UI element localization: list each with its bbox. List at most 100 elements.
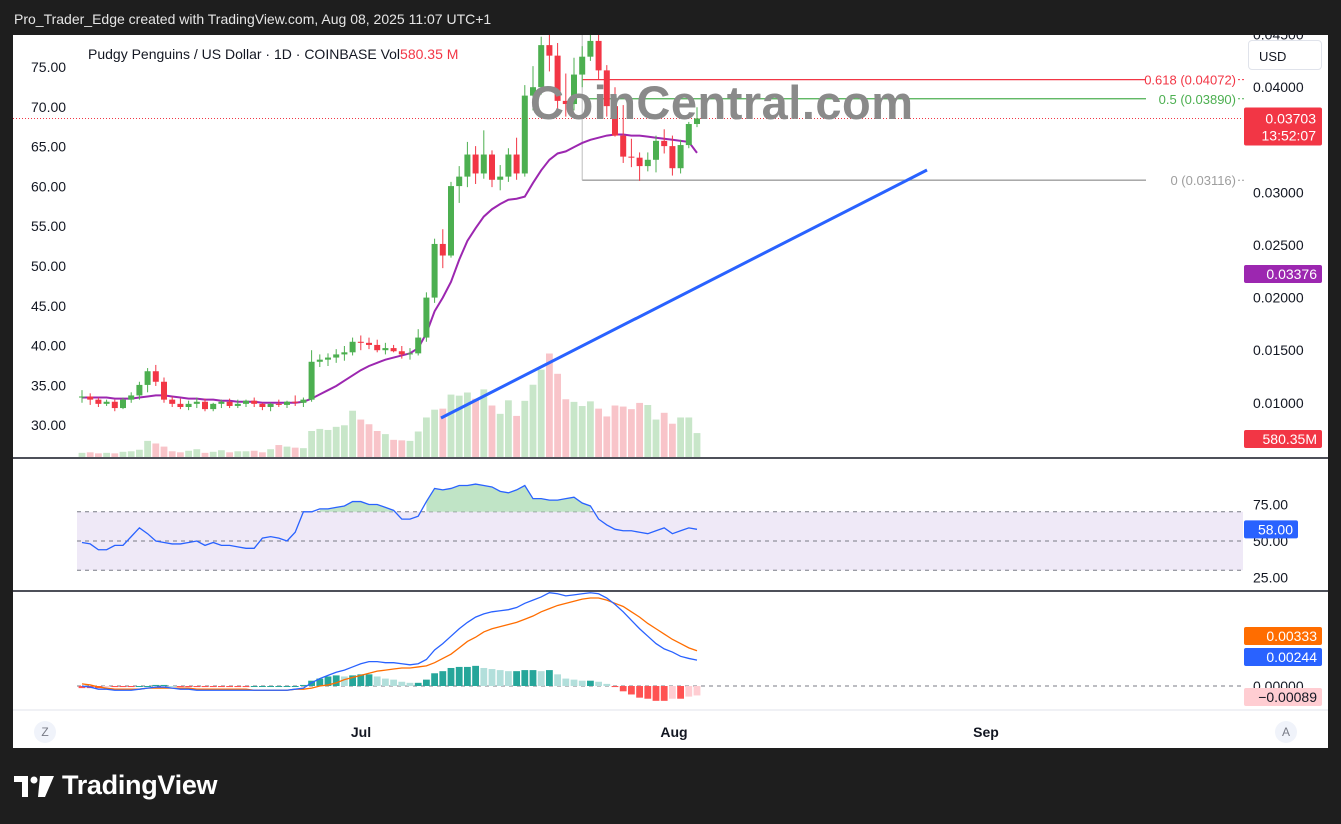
volume-bar bbox=[660, 412, 668, 457]
candle-body bbox=[308, 361, 315, 400]
volume-bar bbox=[464, 392, 471, 457]
candle-body bbox=[431, 243, 438, 298]
candle-body bbox=[390, 348, 397, 352]
volume-bar bbox=[652, 419, 660, 457]
volume-bar bbox=[431, 409, 438, 457]
macd-histogram-bar bbox=[439, 671, 447, 686]
candle-body bbox=[87, 396, 94, 400]
macd-histogram-bar bbox=[234, 686, 242, 688]
macd-histogram-bar bbox=[562, 678, 570, 686]
volume-bar bbox=[677, 417, 684, 457]
macd-histogram-bar bbox=[185, 686, 192, 688]
candle-body bbox=[644, 159, 651, 167]
candle-body bbox=[603, 70, 610, 107]
currency-button[interactable]: USD bbox=[1248, 40, 1322, 70]
right-axis-tick: 0.04500 bbox=[1253, 35, 1304, 43]
candle-body bbox=[497, 176, 504, 180]
volume-bar bbox=[529, 384, 537, 457]
volume-value-label: 580.35M bbox=[1263, 431, 1317, 447]
macd-histogram-bar bbox=[103, 686, 110, 688]
macd-histogram-bar bbox=[136, 686, 143, 687]
left-axis-tick: 35.00 bbox=[31, 377, 66, 393]
rsi-axis-tick: 25.00 bbox=[1253, 570, 1288, 586]
candle-body bbox=[366, 342, 372, 345]
candle-body bbox=[357, 341, 364, 343]
candle-body bbox=[521, 95, 528, 174]
left-axis-tick: 60.00 bbox=[31, 178, 66, 194]
candle-body bbox=[439, 243, 446, 256]
volume-bar bbox=[349, 410, 356, 457]
volume-bar bbox=[472, 398, 479, 457]
volume-bar bbox=[423, 417, 430, 457]
candle-body bbox=[210, 403, 217, 410]
volume-bar bbox=[603, 416, 611, 457]
ma-value-label: 0.03376 bbox=[1266, 266, 1317, 282]
macd-histogram-bar bbox=[603, 683, 611, 686]
macd-histogram-bar bbox=[332, 675, 340, 686]
volume-label: Vol bbox=[380, 46, 401, 62]
candle-body bbox=[136, 384, 143, 396]
candle-body bbox=[292, 401, 299, 403]
volume-bar bbox=[693, 433, 701, 457]
volume-bar bbox=[513, 415, 520, 457]
macd-histogram-bar bbox=[218, 686, 225, 688]
candle-body bbox=[620, 135, 627, 157]
volume-bar bbox=[570, 401, 578, 457]
candle-body bbox=[505, 154, 512, 177]
candle-body bbox=[546, 45, 553, 56]
volume-bar bbox=[382, 434, 389, 457]
macd-histogram-bar bbox=[177, 686, 184, 688]
macd-histogram-bar bbox=[611, 686, 619, 688]
volume-bar bbox=[341, 425, 348, 457]
macd-histogram-bar bbox=[496, 670, 504, 686]
candle-body bbox=[669, 146, 676, 169]
candle-body bbox=[300, 399, 307, 403]
candle-body bbox=[193, 401, 200, 404]
macd-histogram-bar bbox=[373, 676, 381, 686]
macd-histogram-bar bbox=[111, 686, 119, 688]
macd-histogram-bar bbox=[546, 670, 553, 686]
tradingview-brand[interactable]: TradingView bbox=[14, 770, 218, 801]
macd-histogram-bar bbox=[455, 666, 463, 686]
time-axis-label: Aug bbox=[660, 724, 687, 740]
left-axis-tick: 75.00 bbox=[31, 59, 66, 75]
candle-body bbox=[185, 403, 192, 408]
macd-histogram-bar bbox=[636, 686, 643, 698]
left-axis-tick: 30.00 bbox=[31, 417, 66, 433]
volume-bar bbox=[357, 419, 365, 457]
zoom-reset-button[interactable]: Z bbox=[34, 721, 56, 743]
macd-histogram-bar bbox=[693, 686, 701, 696]
volume-bar bbox=[628, 409, 635, 457]
candle-body bbox=[226, 401, 233, 406]
chart-frame[interactable]: 75.00 70.00 65.00 60.00 55.00 50.00 45.00 40.00… bbox=[13, 35, 1328, 748]
left-axis-tick: 70.00 bbox=[31, 99, 66, 115]
volume-value: 580.35 M bbox=[400, 46, 459, 62]
volume-bar bbox=[365, 424, 373, 457]
volume-bar bbox=[455, 395, 463, 457]
candle-body bbox=[259, 403, 266, 408]
macd-histogram-bar bbox=[447, 667, 455, 686]
volume-bar bbox=[546, 353, 553, 457]
rsi-axis-tick: 75.00 bbox=[1253, 497, 1288, 513]
volume-bar bbox=[439, 408, 447, 457]
volume-bar bbox=[578, 406, 586, 457]
volume-bar bbox=[111, 453, 119, 457]
volume-bar bbox=[168, 451, 176, 457]
volume-bar bbox=[480, 389, 488, 457]
chart-svg[interactable]: 75.00 70.00 65.00 60.00 55.00 50.00 45.00 40.00… bbox=[13, 35, 1328, 748]
auto-scale-button[interactable]: A bbox=[1275, 721, 1297, 743]
candle-body bbox=[480, 154, 487, 174]
macd-histogram-value-label-bg bbox=[1244, 688, 1322, 706]
left-axis-tick: 45.00 bbox=[31, 298, 66, 314]
volume-bar bbox=[275, 445, 283, 457]
chart-caption: Pro_Trader_Edge created with TradingView… bbox=[14, 11, 492, 27]
macd-histogram-bar bbox=[127, 686, 135, 688]
volume-bar bbox=[537, 369, 545, 457]
macd-histogram-bar bbox=[587, 680, 594, 686]
macd-histogram-bar bbox=[209, 686, 217, 688]
macd-histogram-bar bbox=[78, 686, 86, 689]
moving-average-line bbox=[82, 133, 698, 404]
macd-value-label-bg bbox=[1244, 648, 1322, 666]
candle-body bbox=[456, 176, 463, 187]
macd-histogram-bar bbox=[291, 686, 299, 687]
